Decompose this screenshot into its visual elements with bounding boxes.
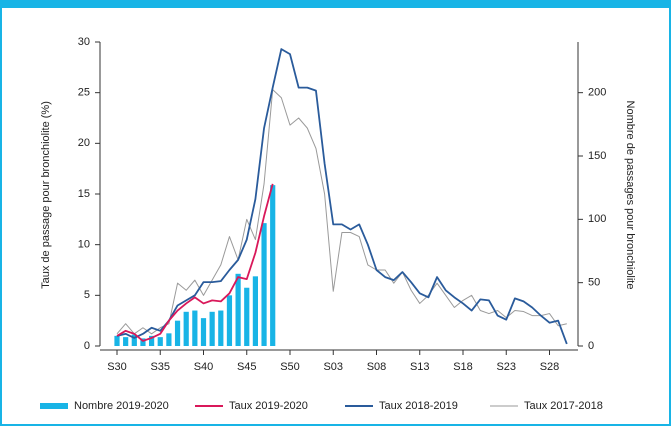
bar [261,223,267,346]
line [116,48,568,345]
y-tick-label: 15 [78,188,90,200]
x-tick-label: S18 [453,361,473,373]
x-tick-label: S30 [107,361,127,373]
y2-tick-label: 200 [588,87,606,99]
bar [270,185,276,346]
line [116,89,567,335]
line [116,183,274,342]
legend-label: Taux 2018-2019 [379,400,458,412]
legend-label: Nombre 2019-2020 [74,400,169,412]
y-axis-label: Taux de passage pour bronchiolite (%) [40,101,52,289]
x-tick-label: S50 [280,361,300,373]
bar [166,333,172,346]
bar [209,311,215,346]
legend-label: Taux 2019-2020 [229,400,308,412]
x-tick-label: S03 [323,361,343,373]
x-tick-label: S35 [150,361,170,373]
bar [114,335,120,346]
y2-tick-label: 50 [588,277,600,289]
bar [174,320,181,346]
x-tick-label: S40 [194,361,214,373]
x-tick-label: S23 [496,361,516,373]
y-tick-label: 5 [84,289,90,301]
x-tick-label: S28 [540,361,560,373]
y-tick-label: 25 [78,87,90,99]
bar [226,295,233,346]
top-banner [0,0,671,8]
bar [131,334,137,346]
bar [192,310,198,346]
x-tick-label: S13 [410,361,430,373]
bar [218,310,224,346]
y-tick-label: 10 [78,239,90,251]
y2-tick-label: 0 [588,340,594,352]
legend-swatch [40,403,68,409]
y2-tick-label: 150 [588,150,606,162]
bar [183,311,189,346]
bar [149,335,155,346]
bar [244,287,250,346]
bar [235,273,241,346]
y-tick-label: 0 [84,340,90,352]
bar [123,337,129,346]
x-tick-label: S45 [237,361,257,373]
x-tick-label: S08 [367,361,387,373]
bar [200,318,207,346]
y2-axis-label: Nombre de passages pour bronchiolite [624,101,636,290]
legend-label: Taux 2017-2018 [524,400,603,412]
bar [252,276,258,346]
bar [140,338,146,346]
bar [157,337,163,346]
y-tick-label: 30 [78,36,90,48]
y-tick-label: 20 [78,137,90,149]
y2-tick-label: 100 [588,213,606,225]
